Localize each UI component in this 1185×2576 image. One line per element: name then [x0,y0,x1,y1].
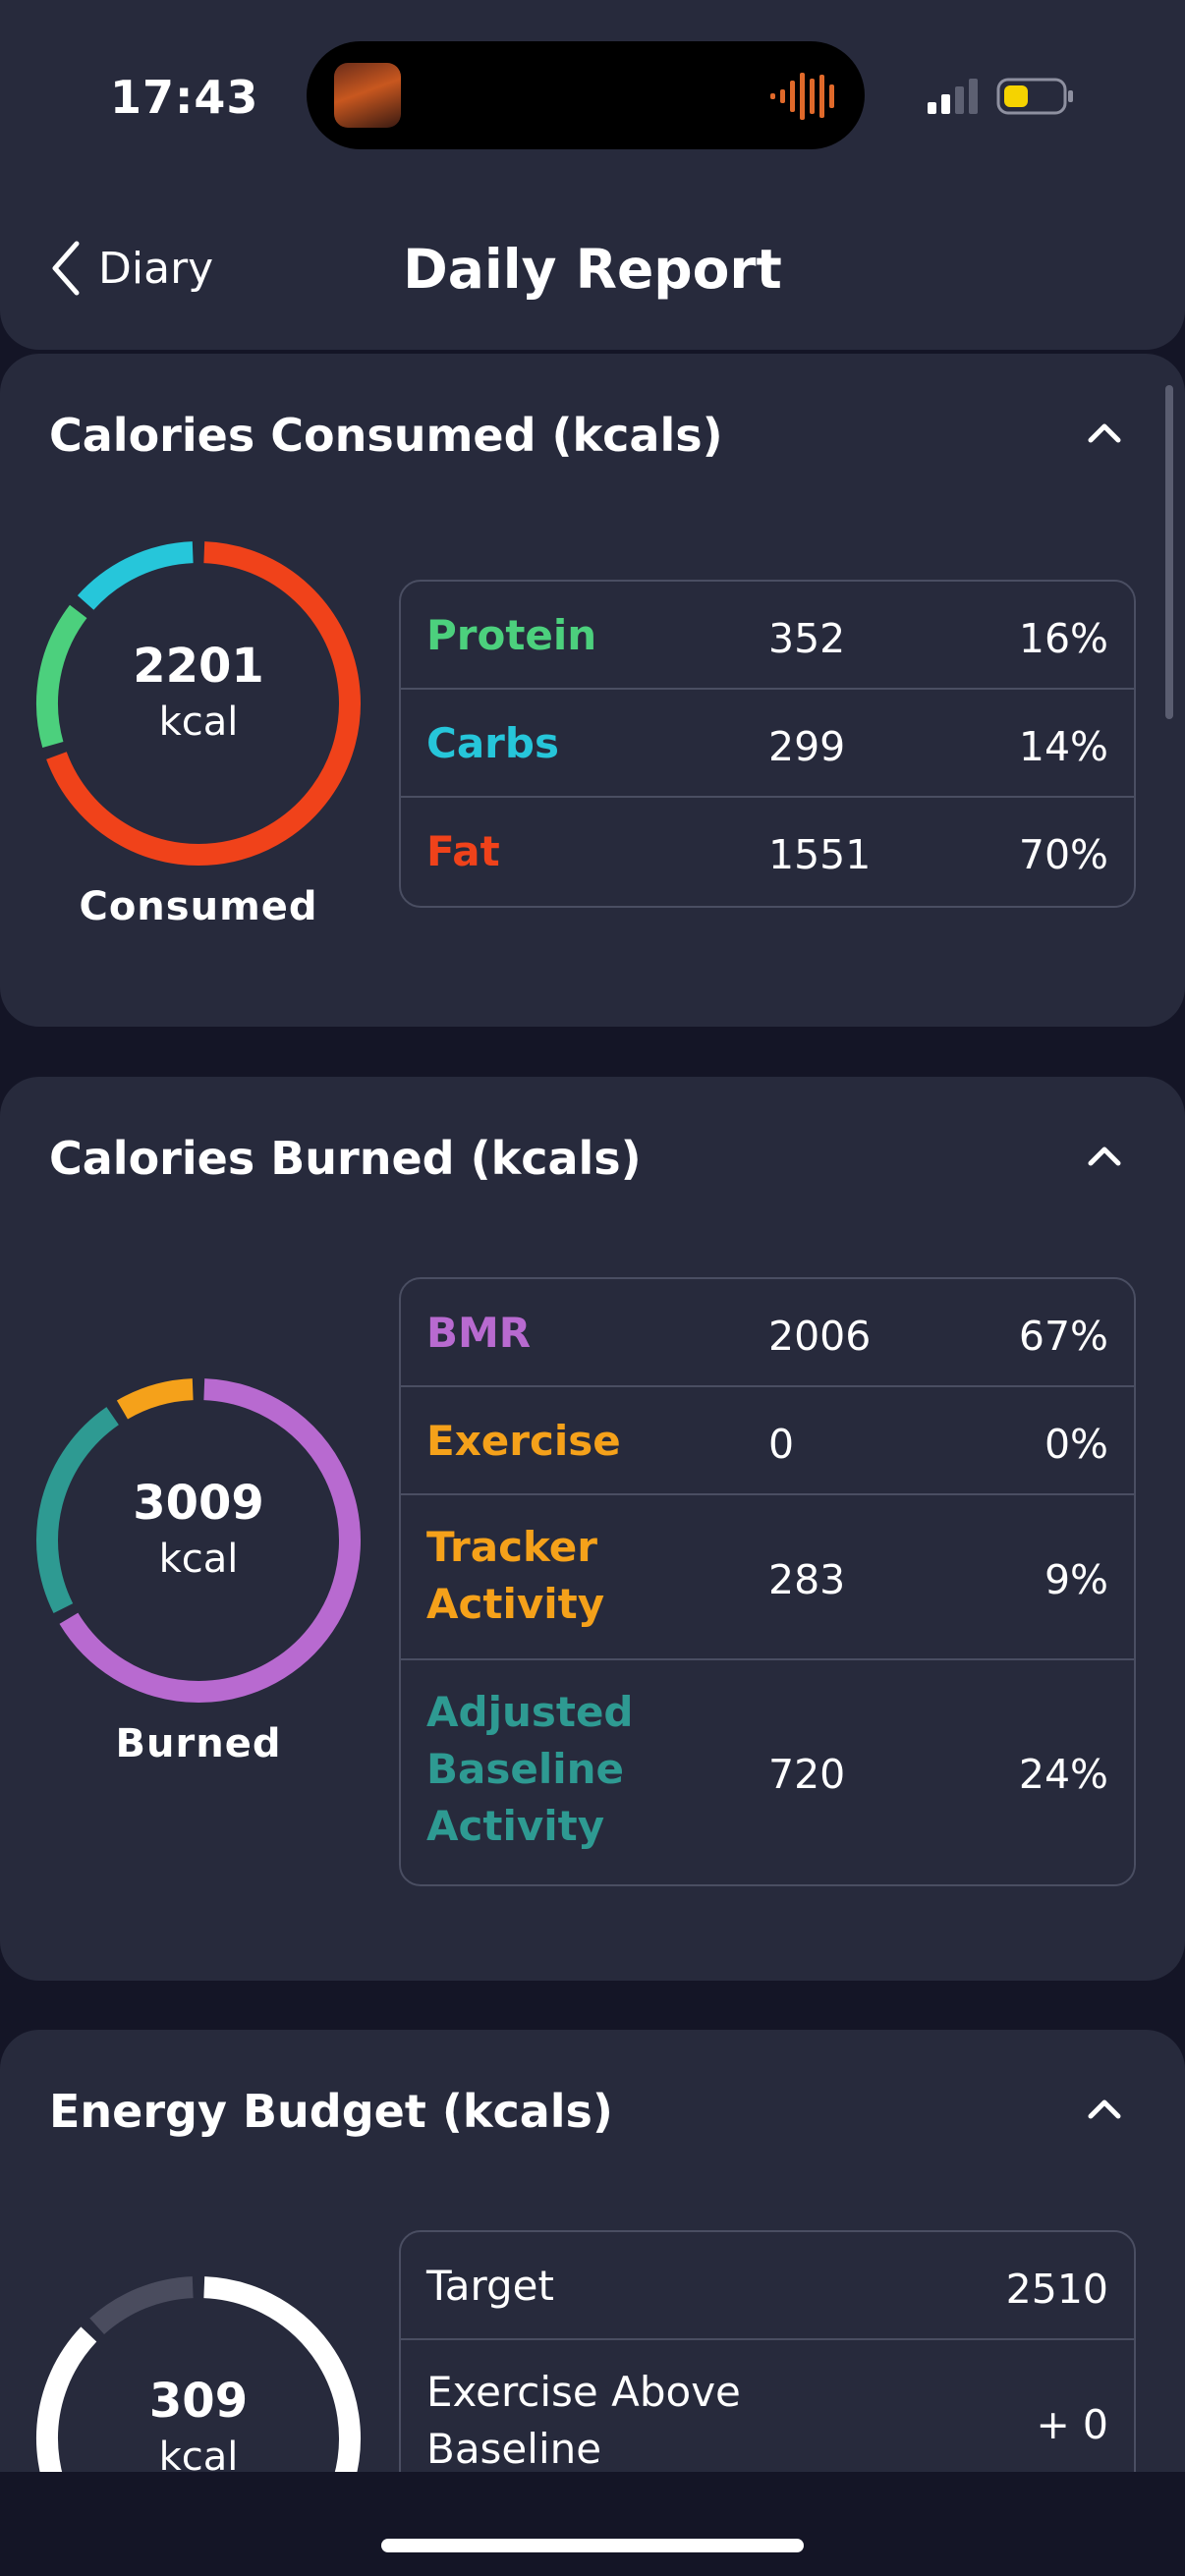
table-row: BMR 2006 67% [401,1279,1134,1387]
target-value: 2510 [1005,2266,1108,2313]
carbs-value: 299 [768,723,846,770]
home-indicator[interactable] [381,2539,804,2552]
back-label: Diary [98,243,214,294]
consumed-total-unit: kcal [158,700,239,745]
consumed-caption: Consumed [79,884,318,929]
status-bar: 17:43 [0,0,1185,177]
burned-donut-chart: 3009 kcal [35,1377,362,1704]
table-row: Exercise Above Baseline + 0 [401,2340,1134,2505]
table-row: Protein 352 16% [401,582,1134,690]
calories-consumed-card: Calories Consumed (kcals) 2201 kcal Cons… [0,354,1185,1027]
bottom-safe-area [0,2472,1185,2576]
tracker-activity-value: 283 [768,1556,846,1603]
table-row: Fat 1551 70% [401,798,1134,906]
exercise-above-baseline-value: + 0 [1036,2401,1108,2448]
adjusted-baseline-label: Adjusted Baseline Activity [426,1688,634,1850]
calories-burned-card: Calories Burned (kcals) 3009 kcal Burned… [0,1077,1185,1981]
chevron-left-icon [52,241,80,296]
budget-remaining-value: 309 [148,2374,249,2429]
carbs-percent: 14% [1018,723,1108,770]
exercise-above-baseline-label: Exercise Above Baseline [426,2368,741,2473]
table-row: Exercise 0 0% [401,1387,1134,1495]
card-title: Calories Burned (kcals) [49,1132,642,1185]
table-row: Tracker Activity 283 9% [401,1495,1134,1660]
dynamic-island[interactable] [307,41,865,149]
protein-segment [36,604,87,749]
protein-percent: 16% [1018,615,1108,662]
adjusted-baseline-percent: 24% [1018,1751,1108,1798]
consumed-macros-table: Protein 352 16% Carbs 299 14% Fat 1551 7… [399,580,1136,908]
burned-caption: Burned [115,1721,282,1766]
chevron-up-icon[interactable] [1085,1136,1124,1175]
page-title: Daily Report [403,238,782,301]
now-playing-artwork [334,63,401,128]
bmr-label: BMR [426,1309,532,1357]
burned-total-value: 3009 [133,1476,264,1531]
exercise-percent: 0% [1044,1421,1108,1468]
consumed-donut-svg [36,541,361,866]
consumed-total-value: 2201 [133,639,264,694]
status-time: 17:43 [110,71,259,124]
budget-table: Target 2510 Exercise Above Baseline + 0 [399,2230,1136,2507]
budget-remaining-segment [89,2276,194,2335]
carbs-label: Carbs [426,719,559,767]
table-row: Carbs 299 14% [401,690,1134,798]
adjusted-baseline-value: 720 [768,1751,846,1798]
target-label: Target [426,2262,554,2310]
tracker-activity-label: Tracker Activity [426,1523,605,1628]
tracker-activity-segment [116,1378,194,1420]
cellular-signal-icon [928,79,978,114]
audio-waveform-icon [770,73,834,120]
fat-value: 1551 [768,831,872,878]
exercise-label: Exercise [426,1417,621,1465]
chevron-up-icon[interactable] [1085,413,1124,452]
battery-icon [996,78,1073,115]
protein-label: Protein [426,611,597,659]
consumed-donut-chart: 2201 kcal [35,540,362,867]
fat-percent: 70% [1018,831,1108,878]
budget-used-segment [36,2276,361,2541]
burned-breakdown-table: BMR 2006 67% Exercise 0 0% Tracker Activ… [399,1277,1136,1886]
fat-label: Fat [426,827,500,875]
bmr-percent: 67% [1018,1313,1108,1360]
budget-donut-chart: 309 kcal [35,2275,362,2541]
bmr-segment [59,1378,361,1703]
carbs-segment [77,541,194,610]
budget-donut-svg [36,2276,361,2541]
exercise-value: 0 [768,1421,795,1468]
card-title: Calories Consumed (kcals) [49,409,723,462]
protein-value: 352 [768,615,846,662]
fat-segment [46,541,361,866]
burned-donut-svg [36,1378,361,1703]
bmr-value: 2006 [768,1313,872,1360]
scrollbar-thumb[interactable] [1165,385,1173,719]
burned-total-unit: kcal [158,1537,239,1582]
back-button[interactable]: Diary [49,234,213,303]
adjusted-baseline-segment [36,1407,119,1613]
card-title: Energy Budget (kcals) [49,2085,613,2138]
energy-budget-card: Energy Budget (kcals) 309 kcal Target 25… [0,2030,1185,2541]
chevron-up-icon[interactable] [1085,2089,1124,2128]
tracker-activity-percent: 9% [1044,1556,1108,1603]
table-row: Target 2510 [401,2232,1134,2340]
table-row: Adjusted Baseline Activity 720 24% [401,1660,1134,1884]
nav-header: Diary Daily Report [0,177,1185,350]
